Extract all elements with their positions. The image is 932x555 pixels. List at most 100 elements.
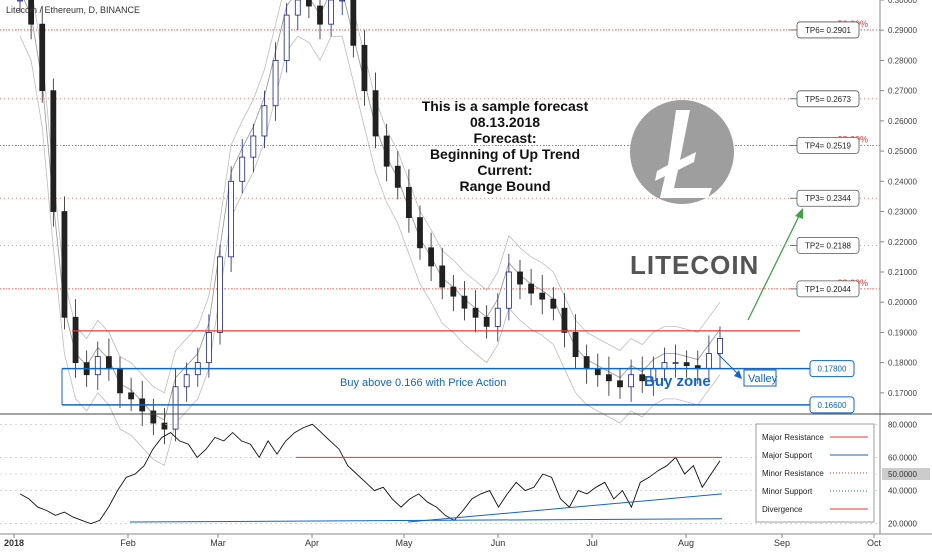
- buy-above-label: Buy above 0.166 with Price Action: [340, 377, 506, 389]
- time-tick-label: Jul: [586, 538, 598, 548]
- candle-body: [550, 298, 557, 309]
- support-price-label: 0.16600: [818, 401, 847, 410]
- tp-label: TP1= 0.2044: [805, 285, 852, 294]
- candle-body: [450, 286, 457, 297]
- forecast-text: This is a sample forecast 08.13.2018 For…: [420, 98, 590, 194]
- forecast-line: Beginning of Up Trend: [429, 146, 581, 162]
- support-price-label: 0.17800: [818, 365, 847, 374]
- candle-body: [505, 271, 512, 309]
- osc-tick-label: 20.0000: [888, 520, 917, 529]
- candle-body: [439, 265, 446, 288]
- candle-body: [50, 90, 57, 212]
- tp-label: TP4= 0.2519: [805, 141, 852, 150]
- litecoin-logo-icon: [630, 100, 734, 204]
- oscillator-panel: 80.0000 60.0000 50.0000 40.0000 20.0000 Major…: [0, 420, 930, 529]
- price-tick-label: 0.25000: [888, 147, 917, 156]
- tp-box: [796, 136, 860, 154]
- tp-label: TP6= 0.2901: [805, 26, 852, 35]
- candle-body: [528, 283, 535, 294]
- uptrend-arrow: [747, 208, 803, 321]
- candle-body: [517, 271, 523, 285]
- legend-label: Minor Support: [762, 487, 813, 496]
- tp-box: [796, 189, 860, 207]
- tp-box: [796, 90, 860, 108]
- time-tick-label: Oct: [867, 538, 882, 548]
- time-tick-label: Aug: [678, 538, 694, 548]
- candle-body: [628, 374, 635, 388]
- price-tick-label: 0.30000: [888, 0, 917, 5]
- target-labels: TP6= 0.2901 TP5= 0.2673 TP4= 0.2519 TP3= 0.…: [790, 21, 860, 298]
- price-tick-label: 0.28000: [888, 56, 917, 65]
- candle-body: [417, 217, 423, 249]
- legend-label: Major Support: [762, 451, 813, 460]
- time-tick-label: Feb: [120, 538, 136, 548]
- candle-body: [94, 356, 101, 376]
- candle-body: [594, 368, 601, 376]
- candle-body: [472, 307, 479, 318]
- support-price-box: [809, 360, 855, 378]
- oscillator-line: [19, 423, 721, 525]
- candle-body: [239, 156, 246, 182]
- price-tick-label: 0.26000: [888, 117, 917, 126]
- candle-body: [583, 356, 590, 370]
- candle-body: [705, 353, 712, 370]
- candle-body: [328, 0, 335, 25]
- candle-body: [150, 410, 157, 424]
- price-tick-label: 0.20000: [888, 298, 917, 307]
- candle-body: [205, 332, 212, 364]
- osc-support-2: [407, 493, 723, 523]
- candle-body: [72, 316, 79, 364]
- legend-label: Minor Resistance: [762, 469, 824, 478]
- candle-body: [17, 0, 23, 2]
- price-tick-label: 0.18000: [888, 359, 917, 368]
- price-tick-label: 0.17000: [888, 389, 917, 398]
- candle-body: [539, 292, 546, 300]
- candle-body: [294, 0, 301, 16]
- candle-body: [117, 368, 123, 394]
- candle-body: [272, 60, 279, 107]
- valley-box: [743, 369, 777, 387]
- candle-body: [405, 186, 412, 218]
- candle-body: [317, 5, 323, 25]
- price-tick-label: 0.29000: [888, 26, 917, 35]
- price-axis: 0.30000 0.29000 0.28000 0.27000 0.26000 0.250…: [0, 0, 932, 534]
- candle-body: [261, 105, 268, 137]
- support-resistance: 0.17800 0.16600: [61, 330, 855, 414]
- candle-body: [128, 392, 135, 400]
- tp-box: [796, 280, 860, 298]
- candle-body: [161, 422, 168, 430]
- price-tick-label: 0.22000: [888, 238, 917, 247]
- candle-body: [339, 0, 346, 2]
- price-tick-label: 0.21000: [888, 268, 917, 277]
- time-tick-label: May: [395, 538, 413, 548]
- candle-body: [61, 211, 68, 318]
- candle-body: [428, 247, 435, 267]
- price-tick-label: 0.23000: [888, 208, 917, 217]
- valley-arrow: [717, 353, 742, 379]
- tp-box: [796, 236, 860, 254]
- tp-label: TP2= 0.2188: [805, 241, 852, 250]
- time-tick-label: 2018: [4, 538, 24, 548]
- candle-body: [617, 380, 623, 388]
- candle-body: [672, 362, 679, 365]
- candle-body: [217, 256, 223, 333]
- candle-body: [183, 374, 190, 388]
- tp-label: TP5= 0.2673: [805, 95, 852, 104]
- price-tick-label: 0.19000: [888, 328, 917, 337]
- candle-body: [561, 307, 568, 333]
- candle-body: [717, 338, 723, 354]
- candle-body: [105, 356, 112, 370]
- forecast-line: Range Bound: [459, 178, 551, 194]
- candle-body: [372, 90, 379, 137]
- time-tick-label: Mar: [210, 538, 226, 548]
- candle-body: [572, 332, 579, 357]
- forecast-line: This is a sample forecast: [421, 98, 589, 114]
- candle-body: [28, 0, 35, 25]
- time-tick-label: Sep: [774, 538, 790, 548]
- candle-body: [394, 165, 401, 188]
- candle-body: [350, 0, 357, 46]
- osc-tick-label: 50.0000: [888, 470, 917, 479]
- osc-value-badge: [882, 468, 930, 480]
- osc-tick-label: 60.0000: [888, 453, 917, 462]
